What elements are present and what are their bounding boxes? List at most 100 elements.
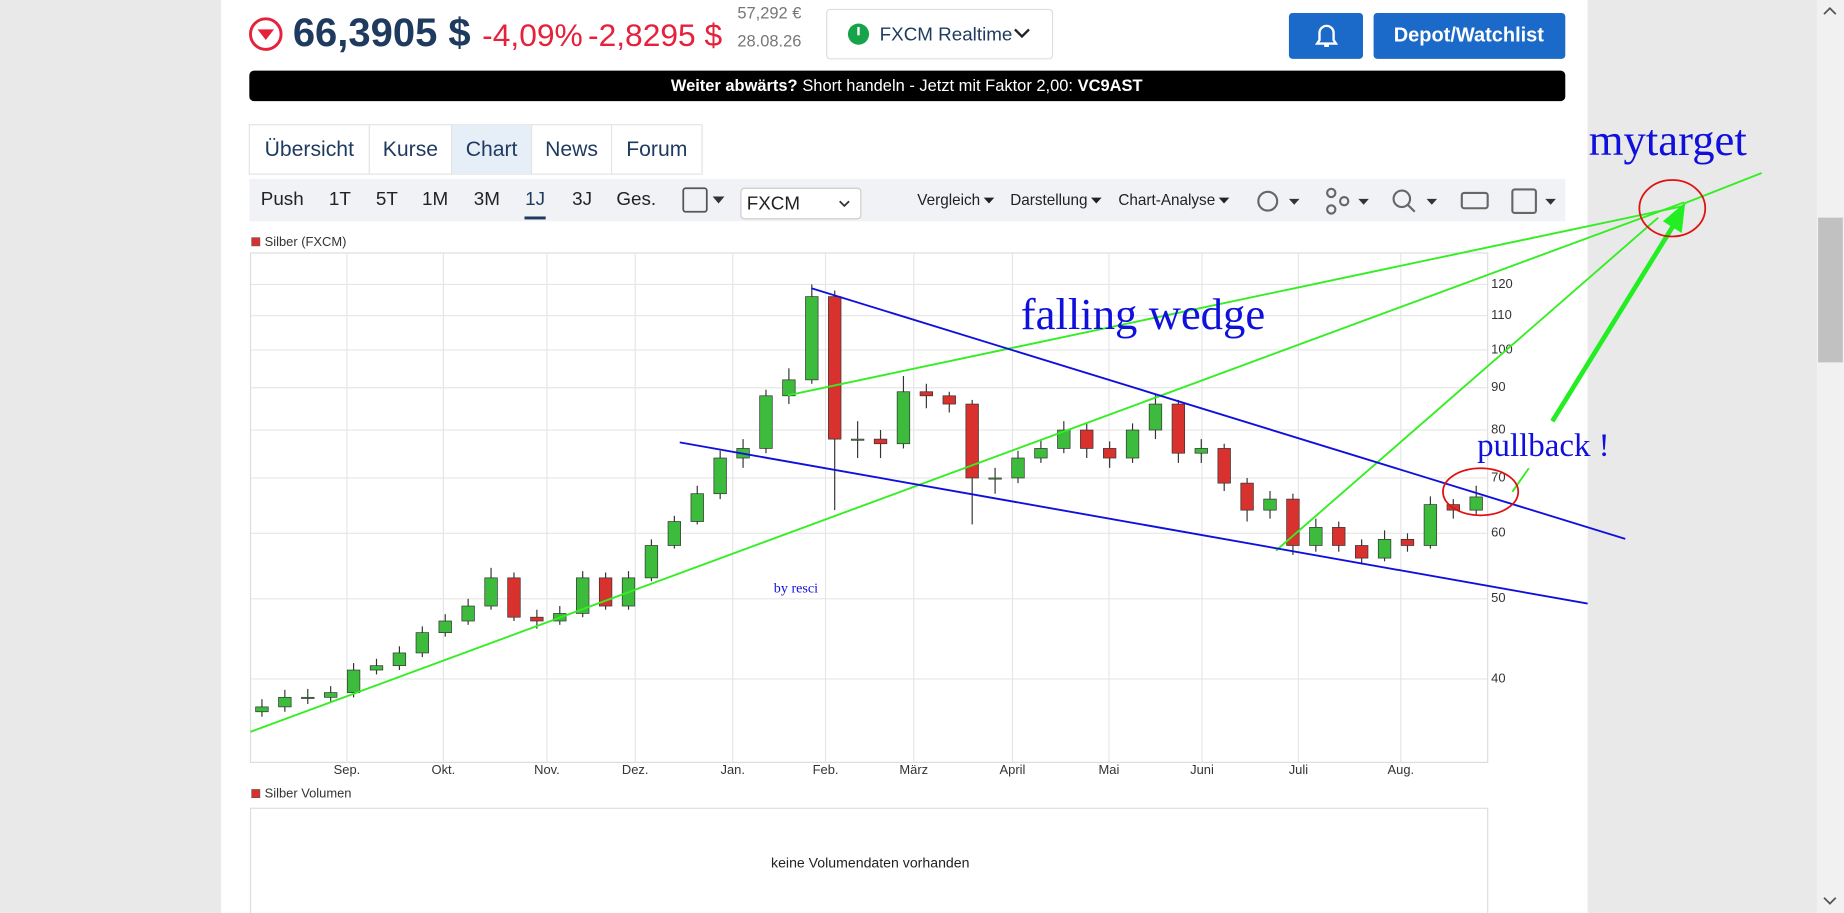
candle-body [1034,448,1048,459]
exchange-select[interactable] [740,187,862,220]
period[interactable]: 3J [572,188,592,209]
trendlines [250,172,1763,733]
candle-body [805,296,819,381]
change-abs: -2,8295 $ [588,17,722,53]
pattern-label: falling wedge [1021,289,1265,339]
banner-body[interactable]: Short handeln - Jetzt mit Faktor 2,00: [802,77,1073,95]
tab[interactable]: Forum [626,138,687,161]
trend-line [1275,216,1659,552]
tab[interactable]: Kurse [383,138,438,161]
candle-body [759,395,773,449]
candle-body [346,669,361,693]
period[interactable]: 5T [376,188,398,209]
menu-caret[interactable] [983,197,995,204]
period[interactable]: 1J [525,188,545,209]
menu-caret[interactable] [1091,197,1102,204]
candle-body [278,696,292,708]
tab[interactable]: Chart [466,138,518,161]
scroll-arrows[interactable] [1823,6,1837,905]
print-icon[interactable] [1460,191,1489,210]
period[interactable]: 1T [329,188,351,209]
y-tick-label: 110 [1491,307,1512,322]
period[interactable]: 3M [474,188,500,209]
period[interactable]: Ges. [616,188,656,209]
candle-body [324,692,338,698]
tool-icons[interactable] [1257,187,1537,215]
x-tick-label: Okt. [432,762,456,777]
support-line [250,201,1685,733]
scroll-thumb[interactable] [1818,217,1843,363]
banner-lead[interactable]: Weiter abwärts? [671,77,798,95]
zoom-handle[interactable] [1406,203,1416,213]
candle-body [438,620,452,633]
candle-body [690,493,704,522]
x-tick-label: Juli [1289,762,1308,777]
candle-body [1011,457,1025,479]
live-dot-mark [857,27,860,36]
bell-icon [1314,24,1339,48]
pullback-label: pullback ! [1477,428,1610,464]
watchlist-button[interactable] [1373,12,1566,59]
banner[interactable] [249,70,1566,102]
period[interactable]: 1M [422,188,448,209]
save-icon[interactable] [1511,188,1537,215]
candle-body [1125,429,1140,459]
indicator-icon[interactable] [1326,187,1337,199]
watchlist-label[interactable]: Depot/Watchlist [1394,25,1545,47]
x-tick-label: März [899,762,928,777]
x-tick-label: Feb. [813,762,839,777]
candle-body [1080,429,1094,449]
indicator-icon[interactable] [1326,204,1337,215]
date: 28.08.26 [737,33,801,51]
candle-body [1171,403,1186,454]
target-arrow [1550,222,1677,423]
menu-caret[interactable] [1218,197,1230,204]
toolbar-menu[interactable]: Darstellung [1010,192,1087,209]
banner-code[interactable]: VC9AST [1078,77,1143,95]
tab[interactable]: Übersicht [265,137,354,161]
source: FXCM Realtime [880,23,1013,44]
price-eur: 57,292 € [737,4,801,22]
zoom-icon[interactable] [1392,189,1412,209]
calendar-icon[interactable] [682,187,708,213]
scrollbar[interactable] [1816,0,1844,913]
x-tick-label: Sep. [334,762,361,777]
candle-body [1377,539,1392,559]
exchange[interactable]: FXCM [747,193,800,214]
alert-button[interactable] [1288,12,1364,59]
toolbar-menu[interactable]: Vergleich [917,192,980,209]
chevron [1014,28,1030,39]
indicator-icon[interactable] [1339,196,1350,207]
source-select[interactable] [826,8,1054,60]
tab-active-bg[interactable] [451,124,532,175]
toolbar-menu[interactable]: Chart-Analyse [1118,192,1215,209]
candle-body [484,577,498,607]
candle-body [896,391,911,445]
y-tick-label: 50 [1491,590,1505,605]
change-pct: -4,09% [482,17,583,53]
candle-body [1240,482,1254,511]
x-tick-label: Dez. [622,762,649,777]
candle-body [1355,545,1369,559]
author-label: by resci [774,581,818,597]
x-tick-label: Nov. [534,762,560,777]
period-underline [524,216,546,220]
candle-body [850,438,865,441]
candle-body [1400,539,1415,546]
trend-icon [249,17,283,51]
banner-text[interactable]: Weiter abwärts? Short handeln - Jetzt mit… [671,77,1143,95]
x-tick-label: Mai [1099,762,1120,777]
calendar-caret[interactable] [712,196,725,204]
volume-legend: Silber Volumen [265,786,352,801]
period[interactable]: Push [261,188,304,209]
x-tick-label: Aug. [1388,762,1415,777]
candle-body [1423,504,1438,546]
plot-area [249,252,1489,763]
settings-icon[interactable] [1257,190,1279,212]
volume-area [249,807,1489,913]
tab[interactable]: News [545,138,598,161]
exchange-chevron [839,200,850,208]
candle-body [1102,448,1117,459]
